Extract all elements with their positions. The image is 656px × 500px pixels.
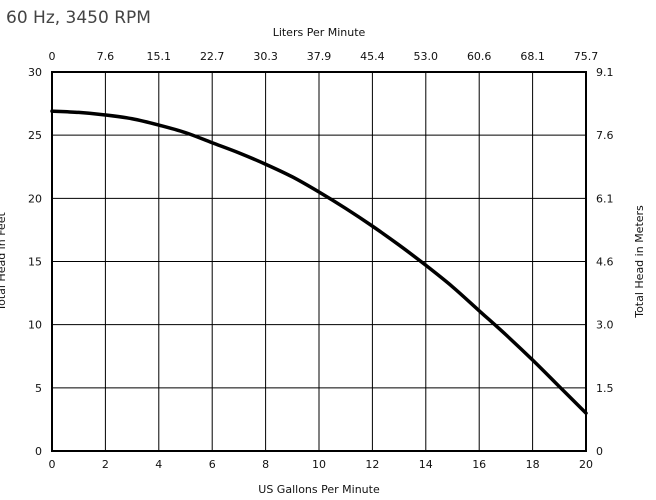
x2-tick-label: 53.0 [414, 50, 439, 63]
y2-axis-title: Total Head in Meters [633, 205, 646, 319]
x-tick-label: 10 [312, 458, 326, 471]
x2-tick-label: 37.9 [307, 50, 332, 63]
x2-tick-label: 0 [49, 50, 56, 63]
y2-tick-label: 0 [596, 445, 603, 458]
x2-axis-title: Liters Per Minute [273, 26, 366, 39]
x2-tick-label: 30.3 [253, 50, 278, 63]
y2-tick-label: 7.6 [596, 129, 614, 142]
y2-tick-label: 1.5 [596, 382, 614, 395]
y-tick-labels: 0 5 10 15 20 25 30 [28, 66, 42, 458]
x-tick-label: 2 [102, 458, 109, 471]
x-tick-label: 12 [365, 458, 379, 471]
x2-tick-label: 7.6 [97, 50, 115, 63]
x-tick-label: 0 [49, 458, 56, 471]
plot-frame [51, 71, 587, 452]
x-tick-label: 18 [526, 458, 540, 471]
chart-subtitle: 60 Hz, 3450 RPM [6, 8, 151, 28]
y-tick-label: 30 [28, 66, 42, 79]
y2-tick-label: 9.1 [596, 66, 614, 79]
x2-tick-label: 68.1 [520, 50, 545, 63]
x-tick-labels: 0 2 4 6 8 10 12 14 16 18 20 [49, 458, 594, 471]
y-tick-label: 10 [28, 319, 42, 332]
x2-tick-label: 45.4 [360, 50, 385, 63]
x-tick-label: 20 [579, 458, 593, 471]
performance-curve [50, 109, 588, 415]
y-tick-label: 20 [28, 192, 42, 205]
x-tick-label: 16 [472, 458, 486, 471]
y2-tick-label: 6.1 [596, 192, 614, 205]
x-axis-title: US Gallons Per Minute [258, 483, 380, 496]
x2-tick-label: 22.7 [200, 50, 225, 63]
x2-tick-label: 75.7 [574, 50, 599, 63]
y2-tick-label: 4.6 [596, 256, 614, 269]
x2-tick-labels: 0 7.6 15.1 22.7 30.3 37.9 45.4 53.0 60.6 68.1 75.7 [49, 50, 599, 63]
x2-tick-label: 15.1 [147, 50, 172, 63]
grid-lines [52, 72, 586, 451]
y-tick-label: 5 [35, 382, 42, 395]
y-tick-label: 0 [35, 445, 42, 458]
y-axis-title: Total Head in Feet [0, 212, 8, 312]
x-tick-label: 6 [209, 458, 216, 471]
y-tick-label: 15 [28, 256, 42, 269]
y2-tick-labels: 0 1.5 3.0 4.6 6.1 7.6 9.1 [596, 66, 614, 458]
x-tick-label: 14 [419, 458, 433, 471]
y2-tick-label: 3.0 [596, 319, 614, 332]
x2-tick-label: 60.6 [467, 50, 492, 63]
x-tick-label: 8 [262, 458, 269, 471]
x-tick-label: 4 [155, 458, 162, 471]
y-tick-label: 25 [28, 129, 42, 142]
